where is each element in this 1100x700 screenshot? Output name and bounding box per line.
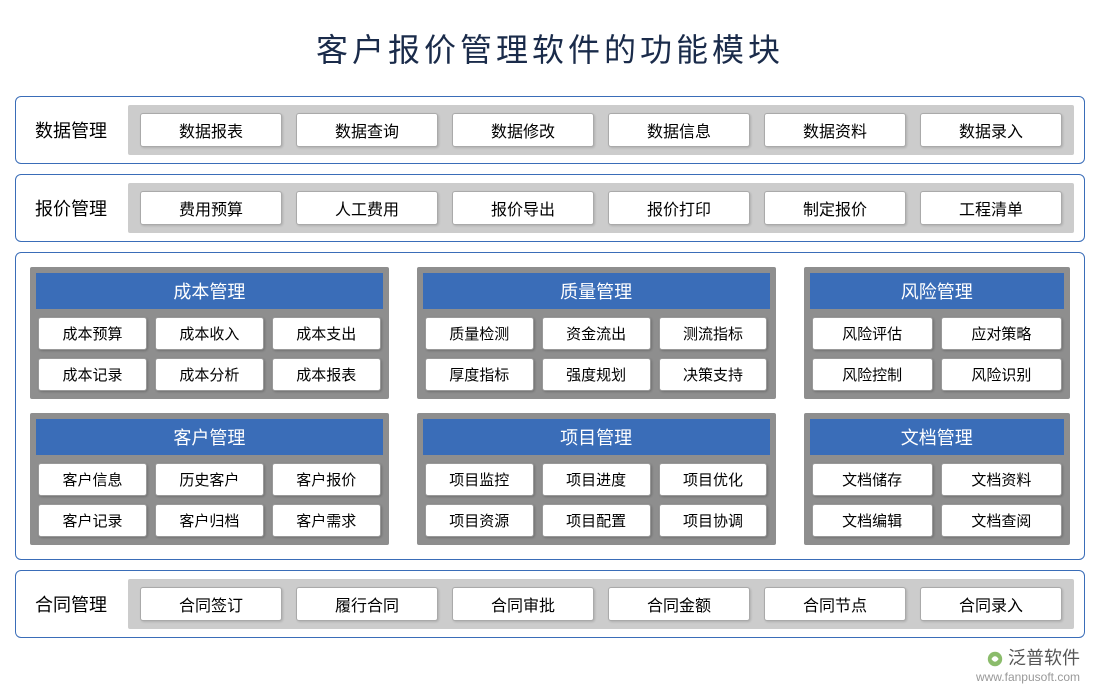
brand-text: 泛普软件 bbox=[1008, 647, 1080, 670]
module-item: 风险评估 bbox=[812, 317, 933, 350]
module-header: 文档管理 bbox=[810, 419, 1065, 455]
module-header: 成本管理 bbox=[36, 273, 383, 309]
pill-item: 合同金额 bbox=[608, 587, 750, 621]
row-contract-management: 合同管理 合同签订 履行合同 合同审批 合同金额 合同节点 合同录入 bbox=[15, 570, 1085, 638]
logo-icon bbox=[986, 650, 1004, 668]
modules-panel: 成本管理成本预算成本收入成本支出成本记录成本分析成本报表质量管理质量检测资金流出… bbox=[15, 252, 1085, 560]
pill-item: 报价打印 bbox=[608, 191, 750, 225]
module-item: 项目监控 bbox=[425, 463, 534, 496]
module-item: 成本分析 bbox=[155, 358, 264, 391]
module-items: 项目监控项目进度项目优化项目资源项目配置项目协调 bbox=[423, 461, 770, 539]
module-item: 客户需求 bbox=[272, 504, 381, 537]
module-item: 成本预算 bbox=[38, 317, 147, 350]
module: 项目管理项目监控项目进度项目优化项目资源项目配置项目协调 bbox=[417, 413, 776, 545]
module-item: 文档编辑 bbox=[812, 504, 933, 537]
pill-item: 报价导出 bbox=[452, 191, 594, 225]
module-item: 厚度指标 bbox=[425, 358, 534, 391]
module-item: 文档查阅 bbox=[941, 504, 1062, 537]
module-item: 成本记录 bbox=[38, 358, 147, 391]
module-item: 客户信息 bbox=[38, 463, 147, 496]
brand-url: www.fanpusoft.com bbox=[976, 670, 1080, 686]
module-header: 客户管理 bbox=[36, 419, 383, 455]
pill-item: 数据录入 bbox=[920, 113, 1062, 147]
module-items: 质量检测资金流出测流指标厚度指标强度规划决策支持 bbox=[423, 315, 770, 393]
module-item: 项目进度 bbox=[542, 463, 651, 496]
module: 文档管理文档储存文档资料文档编辑文档查阅 bbox=[804, 413, 1071, 545]
module-item: 客户记录 bbox=[38, 504, 147, 537]
module-items: 风险评估应对策略风险控制风险识别 bbox=[810, 315, 1065, 393]
module-item: 风险控制 bbox=[812, 358, 933, 391]
module-items: 文档储存文档资料文档编辑文档查阅 bbox=[810, 461, 1065, 539]
module-item: 成本收入 bbox=[155, 317, 264, 350]
module-item: 项目配置 bbox=[542, 504, 651, 537]
page-title: 客户报价管理软件的功能模块 bbox=[15, 25, 1085, 71]
row-items: 数据报表 数据查询 数据修改 数据信息 数据资料 数据录入 bbox=[128, 105, 1074, 155]
module: 风险管理风险评估应对策略风险控制风险识别 bbox=[804, 267, 1071, 399]
module-item: 风险识别 bbox=[941, 358, 1062, 391]
module: 成本管理成本预算成本收入成本支出成本记录成本分析成本报表 bbox=[30, 267, 389, 399]
pill-item: 合同节点 bbox=[764, 587, 906, 621]
row-label: 数据管理 bbox=[26, 113, 116, 147]
pill-item: 数据查询 bbox=[296, 113, 438, 147]
pill-item: 费用预算 bbox=[140, 191, 282, 225]
module-item: 成本支出 bbox=[272, 317, 381, 350]
row-quote-management: 报价管理 费用预算 人工费用 报价导出 报价打印 制定报价 工程清单 bbox=[15, 174, 1085, 242]
module-item: 项目协调 bbox=[659, 504, 768, 537]
module-item: 文档储存 bbox=[812, 463, 933, 496]
module-item: 测流指标 bbox=[659, 317, 768, 350]
module-item: 成本报表 bbox=[272, 358, 381, 391]
pill-item: 数据资料 bbox=[764, 113, 906, 147]
pill-item: 数据修改 bbox=[452, 113, 594, 147]
module-item: 客户报价 bbox=[272, 463, 381, 496]
module: 质量管理质量检测资金流出测流指标厚度指标强度规划决策支持 bbox=[417, 267, 776, 399]
module-item: 资金流出 bbox=[542, 317, 651, 350]
pill-item: 人工费用 bbox=[296, 191, 438, 225]
module-item: 应对策略 bbox=[941, 317, 1062, 350]
module-item: 历史客户 bbox=[155, 463, 264, 496]
row-label: 报价管理 bbox=[26, 191, 116, 225]
module-item: 项目优化 bbox=[659, 463, 768, 496]
pill-item: 数据报表 bbox=[140, 113, 282, 147]
module-items: 客户信息历史客户客户报价客户记录客户归档客户需求 bbox=[36, 461, 383, 539]
pill-item: 合同审批 bbox=[452, 587, 594, 621]
pill-item: 合同签订 bbox=[140, 587, 282, 621]
module: 客户管理客户信息历史客户客户报价客户记录客户归档客户需求 bbox=[30, 413, 389, 545]
module-item: 质量检测 bbox=[425, 317, 534, 350]
module-items: 成本预算成本收入成本支出成本记录成本分析成本报表 bbox=[36, 315, 383, 393]
pill-item: 工程清单 bbox=[920, 191, 1062, 225]
module-item: 决策支持 bbox=[659, 358, 768, 391]
pill-item: 履行合同 bbox=[296, 587, 438, 621]
row-items: 费用预算 人工费用 报价导出 报价打印 制定报价 工程清单 bbox=[128, 183, 1074, 233]
row-label: 合同管理 bbox=[26, 587, 116, 621]
module-item: 项目资源 bbox=[425, 504, 534, 537]
module-item: 文档资料 bbox=[941, 463, 1062, 496]
module-item: 客户归档 bbox=[155, 504, 264, 537]
row-data-management: 数据管理 数据报表 数据查询 数据修改 数据信息 数据资料 数据录入 bbox=[15, 96, 1085, 164]
watermark: 泛普软件 www.fanpusoft.com bbox=[976, 647, 1080, 686]
pill-item: 数据信息 bbox=[608, 113, 750, 147]
row-items: 合同签订 履行合同 合同审批 合同金额 合同节点 合同录入 bbox=[128, 579, 1074, 629]
module-header: 项目管理 bbox=[423, 419, 770, 455]
pill-item: 合同录入 bbox=[920, 587, 1062, 621]
module-header: 风险管理 bbox=[810, 273, 1065, 309]
pill-item: 制定报价 bbox=[764, 191, 906, 225]
module-item: 强度规划 bbox=[542, 358, 651, 391]
module-header: 质量管理 bbox=[423, 273, 770, 309]
